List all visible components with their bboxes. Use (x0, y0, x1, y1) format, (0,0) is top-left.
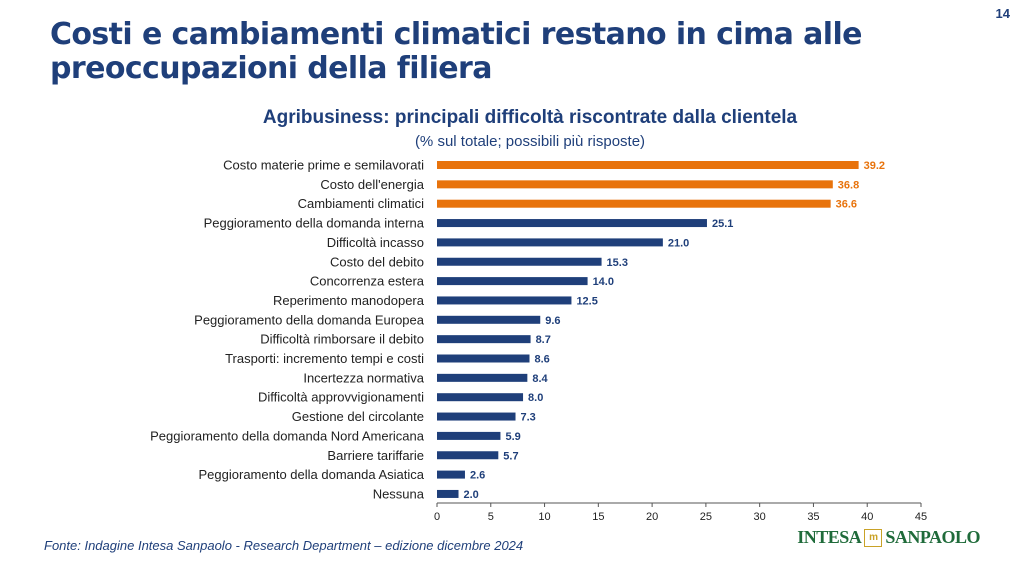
chart-subtitle: (% sul totale; possibili più risposte) (414, 133, 646, 150)
category-label: Peggioramento della domanda interna (204, 216, 425, 231)
data-label: 9.6 (545, 315, 560, 327)
category-label: Barriere tariffarie (327, 448, 424, 463)
data-label: 2.0 (464, 489, 479, 501)
x-tick-label: 35 (807, 511, 819, 523)
x-tick-label: 0 (434, 511, 440, 523)
bar (437, 315, 541, 324)
bar (437, 470, 465, 479)
category-label: Incertezza normativa (303, 370, 424, 385)
category-label: Concorrenza estera (310, 274, 425, 289)
data-label: 5.7 (503, 450, 518, 462)
logo-text-left: INTESA (797, 527, 862, 547)
category-label: Difficoltà rimborsare il debito (260, 332, 424, 347)
x-tick-label: 5 (488, 511, 494, 523)
category-label: Difficoltà incasso (327, 235, 424, 250)
logo-mark-icon: m (864, 528, 883, 547)
bar (437, 199, 831, 208)
data-label: 36.8 (838, 179, 859, 191)
bar (437, 451, 499, 460)
category-label: Gestione del circolante (292, 409, 424, 424)
x-tick-label: 25 (700, 511, 712, 523)
category-label: Peggioramento della domanda Asiatica (199, 467, 425, 482)
data-label: 2.6 (470, 470, 485, 482)
source-note: Fonte: Indagine Intesa Sanpaolo - Resear… (44, 538, 524, 553)
page-title: Costi e cambiamenti climatici restano in… (50, 17, 863, 86)
category-label: Trasporti: incremento tempi e costi (225, 351, 424, 366)
category-label: Reperimento manodopera (273, 293, 425, 308)
bar (437, 373, 528, 382)
bar (437, 277, 588, 286)
x-tick-label: 30 (754, 511, 766, 523)
category-label: Peggioramento della domanda Europea (194, 312, 425, 327)
bar (437, 296, 572, 305)
data-label: 5.9 (505, 431, 520, 443)
data-label: 25.1 (712, 218, 733, 230)
chart-title: Agribusiness: principali difficoltà risc… (262, 107, 798, 128)
bar (437, 489, 459, 498)
page-number: 14 (995, 6, 1010, 21)
category-label: Costo materie prime e semilavorati (223, 158, 424, 173)
bar (437, 180, 833, 189)
bar (437, 431, 501, 440)
bar (437, 219, 707, 228)
category-label: Costo del debito (330, 254, 424, 269)
intesa-sanpaolo-logo: INTESA m SANPAOLO (797, 527, 980, 548)
bar (437, 354, 530, 363)
bar (437, 161, 859, 169)
x-tick-label: 20 (646, 511, 658, 523)
data-label: 21.0 (668, 237, 689, 249)
data-label: 8.0 (528, 392, 543, 404)
category-label: Peggioramento della domanda Nord America… (150, 428, 425, 443)
data-label: 8.7 (536, 334, 551, 346)
x-tick-label: 15 (592, 511, 604, 523)
x-tick-label: 45 (915, 511, 927, 523)
x-tick-label: 10 (538, 511, 550, 523)
category-label: Costo dell'energia (320, 177, 424, 192)
bar (437, 238, 663, 247)
bar (437, 257, 602, 266)
category-label: Difficoltà approvvigionamenti (258, 390, 424, 405)
data-label: 15.3 (607, 257, 628, 269)
x-tick-label: 40 (861, 511, 873, 523)
logo-text-right: SANPAOLO (885, 527, 980, 547)
data-label: 8.6 (534, 354, 549, 366)
data-label: 39.2 (864, 160, 885, 172)
bar (437, 393, 524, 402)
category-label: Nessuna (373, 486, 425, 501)
data-label: 36.6 (836, 199, 857, 211)
data-label: 7.3 (521, 412, 536, 424)
category-label: Cambiamenti climatici (298, 196, 425, 211)
bar (437, 412, 516, 421)
data-label: 14.0 (593, 276, 614, 288)
data-label: 8.4 (532, 373, 548, 385)
bar (437, 335, 531, 344)
data-label: 12.5 (576, 295, 597, 307)
